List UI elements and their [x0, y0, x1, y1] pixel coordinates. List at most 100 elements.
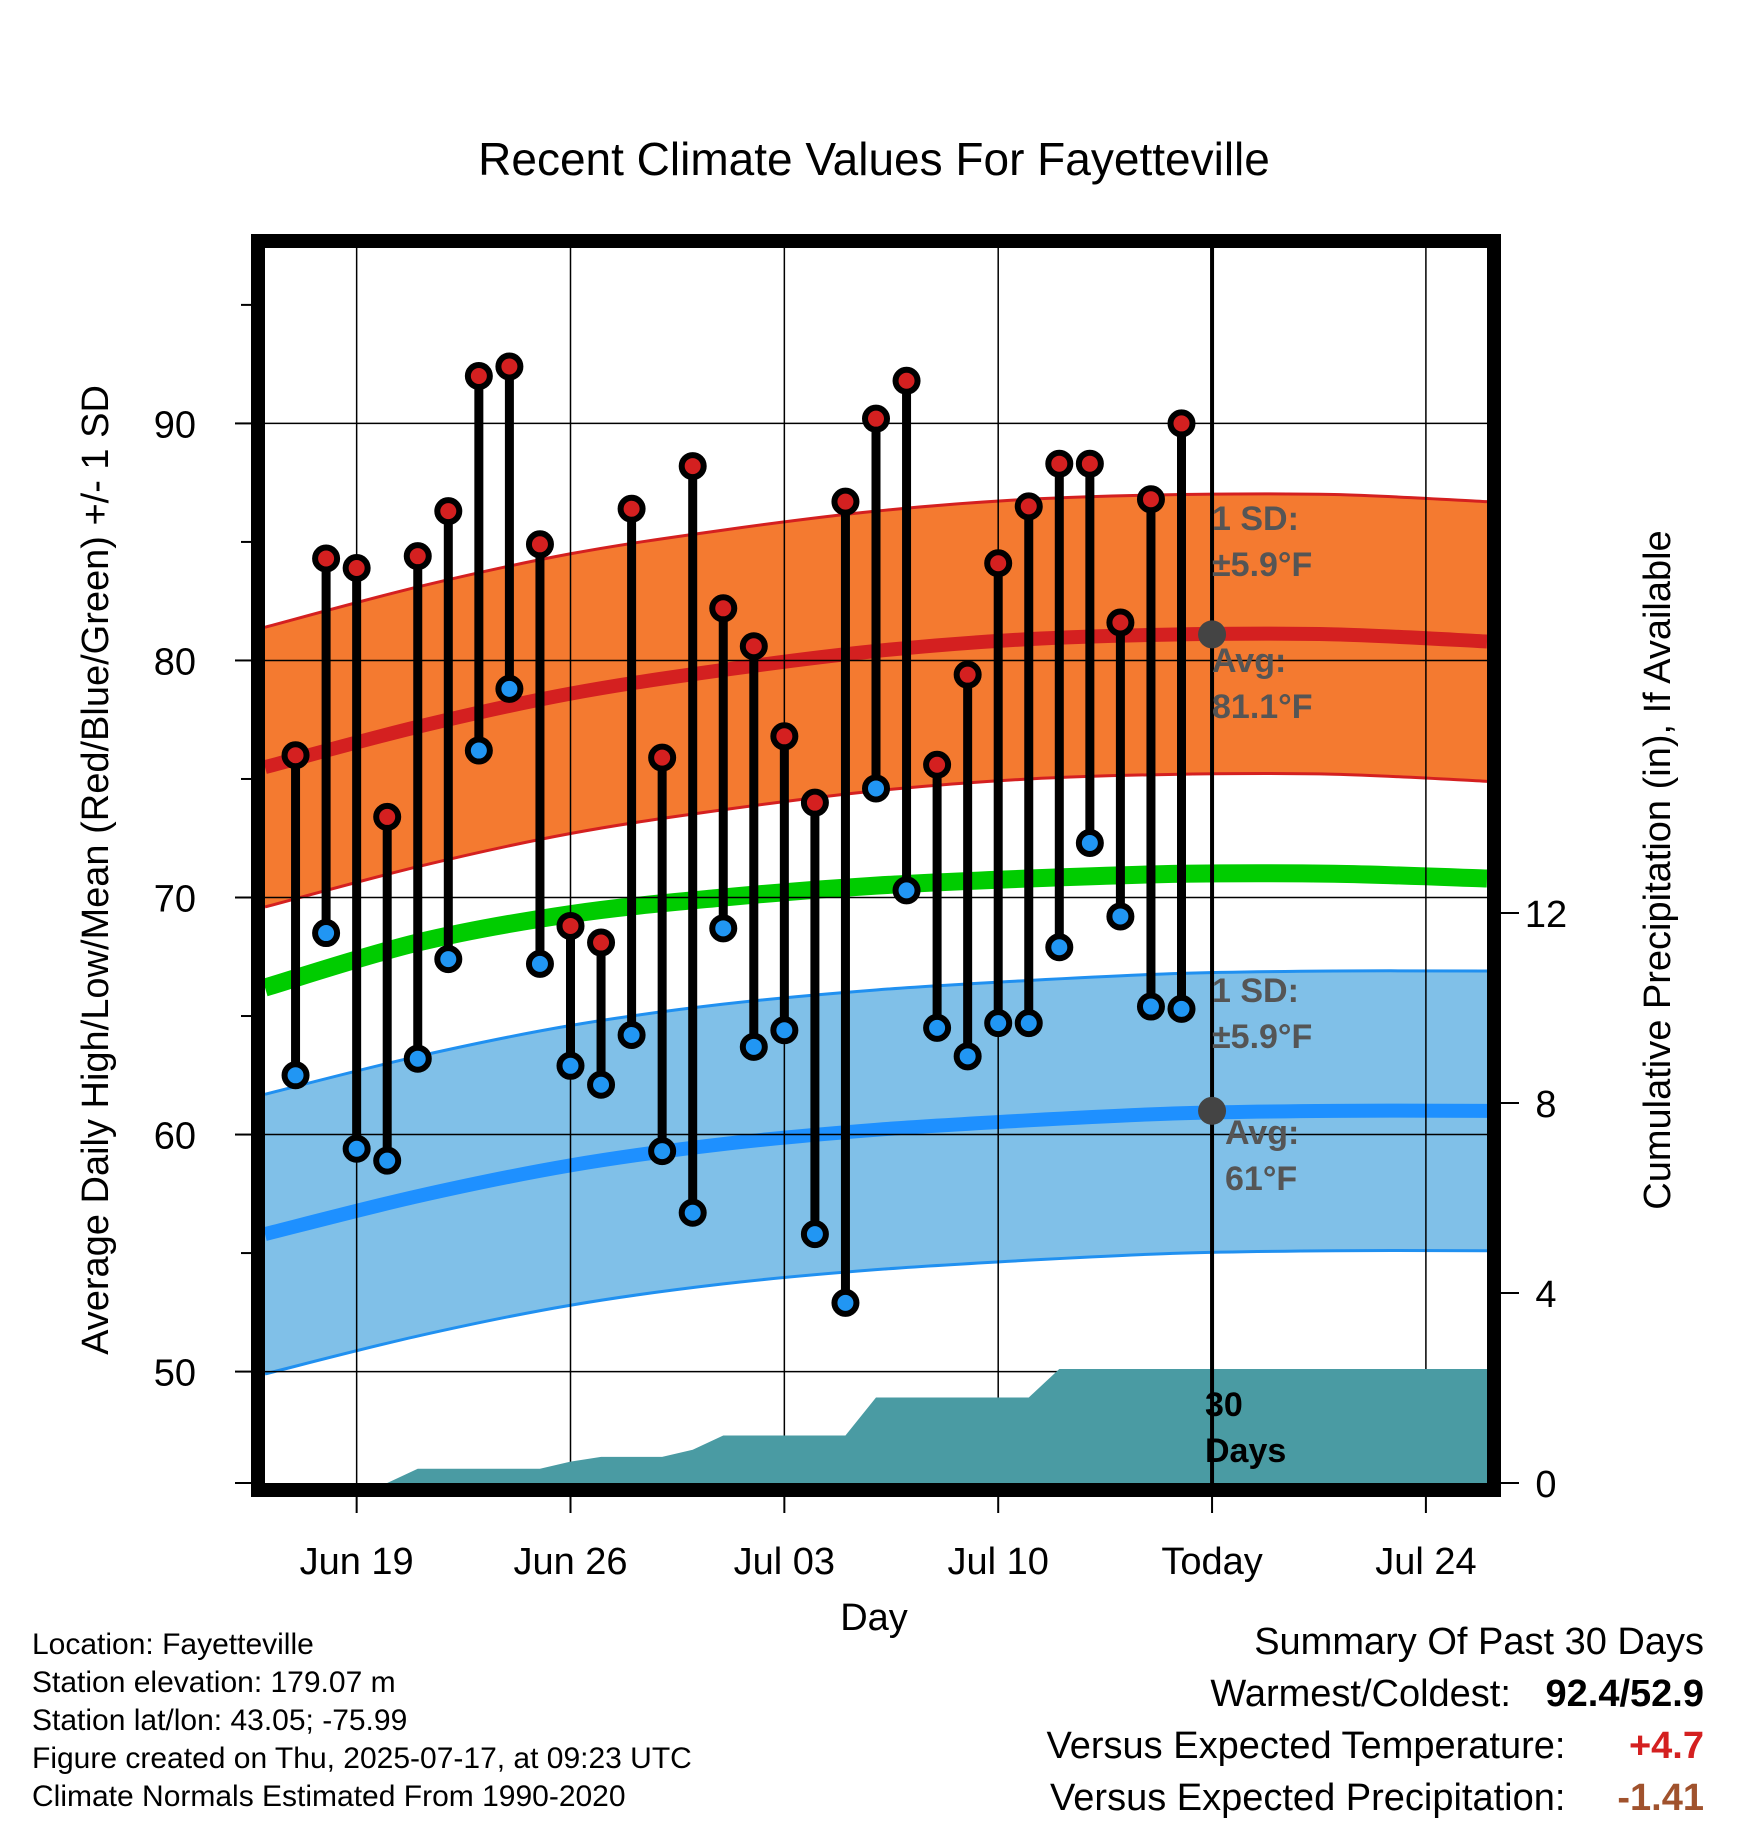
- daily-high-point: [617, 494, 646, 523]
- today-avg-high-point: [1198, 620, 1227, 649]
- days-label-line2: Days: [1205, 1432, 1286, 1470]
- info-created: Figure created on Thu, 2025-07-17, at 09…: [32, 1742, 692, 1775]
- daily-high-point: [770, 722, 799, 751]
- daily-low-point: [1106, 902, 1135, 931]
- x-axis-title: Day: [840, 1597, 908, 1639]
- y2-tick-label: 4: [1535, 1274, 1556, 1316]
- x-tick-label: Jun 19: [300, 1541, 414, 1583]
- mean-normal-line: [265, 864, 1487, 997]
- temp-value: +4.7: [1628, 1725, 1704, 1767]
- x-tick-label: Jul 03: [734, 1541, 835, 1583]
- low-sd-label-line2: ±5.9°F: [1212, 1018, 1312, 1056]
- daily-high-point: [678, 452, 707, 481]
- daily-high-point: [1106, 608, 1135, 637]
- daily-high-point: [862, 404, 890, 433]
- daily-high-point: [556, 911, 585, 940]
- x-tick-label: Jun 26: [513, 1541, 627, 1583]
- warmest-coldest-label: Warmest/Coldest:: [1210, 1673, 1511, 1715]
- daily-low-point: [831, 1288, 860, 1317]
- summary-temp: Versus Expected Temperature: +4.7: [1047, 1720, 1704, 1772]
- precip-value: -1.41: [1617, 1777, 1704, 1819]
- y-tick-label: 80: [154, 641, 196, 683]
- daily-high-point: [1045, 449, 1074, 478]
- coldest-value: 52.9: [1630, 1673, 1704, 1715]
- daily-high-point: [831, 487, 860, 516]
- daily-low-point: [556, 1051, 585, 1080]
- y-tick-label: 70: [154, 879, 196, 921]
- daily-low-point: [862, 774, 890, 803]
- today-avg-low-point: [1198, 1096, 1227, 1125]
- daily-low-point: [1045, 933, 1074, 962]
- daily-high-point: [648, 743, 677, 772]
- daily-low-point: [495, 674, 524, 703]
- warmest-coldest-value: 92.4/52.9: [1545, 1673, 1705, 1715]
- warmest-value: 92.4: [1545, 1673, 1620, 1715]
- daily-low-point: [1136, 992, 1165, 1021]
- days-label-line1: 30: [1205, 1386, 1243, 1424]
- daily-low-point: [923, 1013, 952, 1042]
- daily-high-point: [1014, 492, 1043, 521]
- daily-low-point: [312, 919, 341, 948]
- summary-panel: Summary Of Past 30 Days Warmest/Coldest:…: [1047, 1616, 1704, 1824]
- low-band-upper-edge: [265, 969, 1487, 1096]
- info-location: Location: Fayetteville: [32, 1628, 314, 1661]
- daily-high-point: [800, 788, 829, 817]
- y2-tick-label: 8: [1535, 1084, 1556, 1126]
- daily-low-point: [1075, 828, 1104, 857]
- low-band-lower-edge: [265, 1249, 1487, 1376]
- daily-low-point: [648, 1137, 677, 1166]
- x-tick-label: Jul 10: [947, 1541, 1048, 1583]
- daily-high-point: [434, 497, 463, 526]
- daily-high-point: [464, 362, 493, 391]
- y2-axis-title: Cumulative Precipitation (in), If Availa…: [1637, 530, 1679, 1209]
- y-tick-label: 90: [154, 404, 196, 446]
- cumulative-precip-area: [265, 1369, 1487, 1483]
- daily-low-point: [709, 914, 738, 943]
- daily-low-point: [434, 945, 463, 974]
- info-latlon: Station lat/lon: 43.05; -75.99: [32, 1704, 408, 1737]
- daily-high-point: [525, 530, 554, 559]
- daily-high-point: [373, 802, 402, 831]
- daily-high-point: [312, 544, 341, 573]
- daily-high-point: [1075, 449, 1104, 478]
- daily-high-point: [1167, 409, 1196, 438]
- low-avg-label-line2: 61°F: [1225, 1160, 1297, 1198]
- daily-low-point: [739, 1032, 768, 1061]
- summary-heading: Summary Of Past 30 Days: [1254, 1621, 1704, 1663]
- chart-title: Recent Climate Values For Fayetteville: [478, 133, 1270, 185]
- x-tick-label: Today: [1161, 1541, 1262, 1583]
- daily-high-point: [953, 660, 982, 689]
- daily-low-point: [281, 1061, 310, 1090]
- x-tick-label: Jul 24: [1375, 1541, 1476, 1583]
- station-info: Location: Fayetteville Station elevation…: [32, 1626, 692, 1816]
- daily-low-point: [617, 1020, 646, 1049]
- high-sd-label-line1: 1 SD:: [1212, 500, 1299, 538]
- daily-low-point: [800, 1220, 829, 1249]
- temp-label: Versus Expected Temperature:: [1046, 1725, 1566, 1767]
- daily-high-point: [281, 741, 310, 770]
- low-avg-label-line1: Avg:: [1225, 1114, 1299, 1152]
- daily-high-point: [739, 632, 768, 661]
- daily-high-point: [403, 542, 432, 571]
- daily-high-point: [495, 352, 524, 381]
- info-elevation: Station elevation: 179.07 m: [32, 1666, 396, 1699]
- daily-high-point: [587, 928, 616, 957]
- daily-low-point: [953, 1042, 982, 1071]
- plot-frame: [251, 234, 1501, 1497]
- high-sd-label-line2: ±5.9°F: [1212, 546, 1312, 584]
- low-sd-label-line1: 1 SD:: [1212, 972, 1299, 1010]
- daily-low-point: [770, 1016, 799, 1045]
- daily-low-point: [403, 1044, 432, 1073]
- summary-warmest-coldest: Warmest/Coldest: 92.4/52.9: [1047, 1668, 1704, 1720]
- daily-low-point: [342, 1134, 371, 1163]
- daily-low-point: [1014, 1009, 1043, 1038]
- y-tick-label: 60: [154, 1116, 196, 1158]
- info-normals: Climate Normals Estimated From 1990-2020: [32, 1780, 626, 1813]
- daily-low-point: [1167, 994, 1196, 1023]
- daily-low-point: [525, 949, 554, 978]
- daily-high-point: [342, 554, 371, 583]
- precip-label: Versus Expected Precipitation:: [1050, 1777, 1566, 1819]
- daily-low-point: [464, 736, 493, 765]
- daily-low-point: [587, 1070, 616, 1099]
